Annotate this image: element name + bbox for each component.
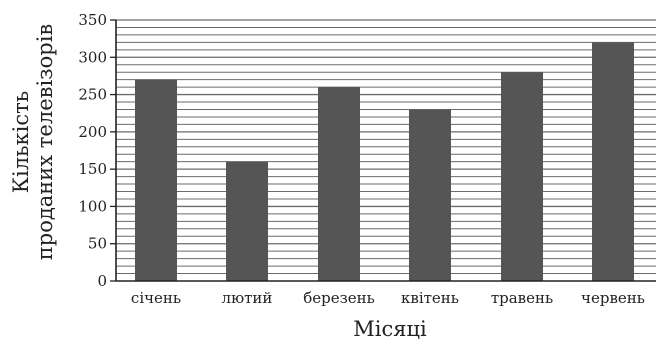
y-tick-label: 350 [78,11,107,29]
bars [135,42,634,282]
x-tick-labels: січень лютий березень квітень травень червень [131,289,645,307]
bar-лютий [226,161,268,281]
x-tick-label: лютий [222,289,273,307]
axes [115,20,656,282]
x-axis-title: Місяці [353,317,427,341]
y-tick-label: 200 [78,123,107,141]
y-tick-label: 150 [78,160,107,178]
y-tick-label: 250 [78,86,107,104]
y-tick-label: 50 [88,235,107,253]
x-tick-label: квітень [401,289,459,307]
bar-червень [592,42,634,281]
bar-січень [135,79,177,282]
grid-lines [116,19,656,275]
x-tick-label: червень [581,289,645,307]
y-tick-label: 0 [97,272,107,290]
x-tick-label: березень [303,289,375,307]
y-axis-title-line-2: проданих телевізорів [33,24,57,260]
y-tick-labels: 0 50 100 150 200 250 300 350 [78,11,116,290]
bar-квітень [409,109,451,281]
x-tick-label: січень [131,289,181,307]
x-tick-label: травень [491,289,553,307]
bar-травень [501,72,543,281]
y-tick-label: 300 [78,48,107,66]
y-tick-label: 100 [78,197,107,215]
bar-березень [318,87,360,281]
y-axis-title-line-1: Кількість [9,91,33,193]
